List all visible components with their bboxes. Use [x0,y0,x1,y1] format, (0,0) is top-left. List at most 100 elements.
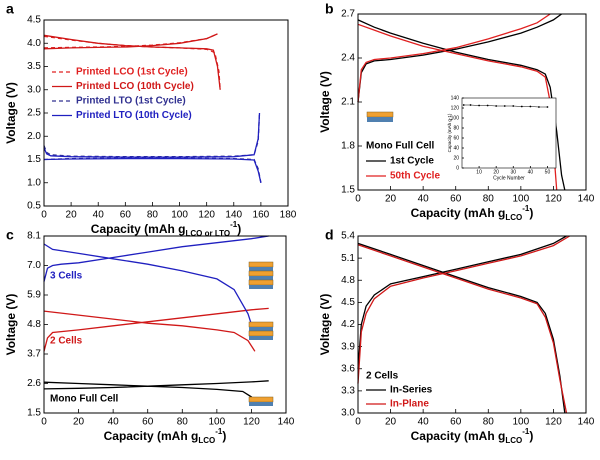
series-line [43,307,269,352]
y-tick-label: 2.6 [27,378,41,389]
x-tick-label: 60 [450,194,462,205]
x-tick-label: 100 [513,417,530,428]
x-tick-label: 140 [578,417,595,428]
x-tick-label: 10 [476,169,482,175]
point [520,105,523,108]
y-tick-label: 3.6 [341,363,355,374]
legend-label: In-Series [390,385,433,396]
x-tick-label: 100 [209,417,226,428]
y-tick-label: 2.5 [27,108,41,119]
battery-icons [248,111,394,406]
legend-label: 50th Cycle [390,171,440,182]
x-tick-label: 80 [483,417,495,428]
y-tick-label: 0 [456,165,459,171]
x-axis-label-part: LCO or LTO [185,229,230,238]
x-axis-label-part: Capacity (mAh g [104,429,199,443]
series-label: 2 Cells [50,336,83,347]
plot-frame [357,235,587,414]
x-axis-label: Capacity (mAh gLCO-1) [104,427,227,445]
y-tick-label: 5.4 [341,231,355,242]
point [495,105,498,107]
x-tick-label: 0 [355,194,361,205]
series-line [43,235,269,336]
x-tick-label: 20 [73,417,85,428]
y-tick-label: 0.5 [27,201,41,212]
series-line [43,112,262,183]
plot-frame [43,19,289,207]
x-tick-label: 20 [385,194,397,205]
point [546,106,549,108]
x-tick-label: 100 [171,210,188,221]
y-tick-label: 3.0 [341,408,355,419]
x-axis-label-part: ) [237,222,241,236]
y-tick-label: 8.1 [27,231,41,242]
x-tick-label: 80 [483,194,495,205]
y-tick-label: 4.2 [341,319,355,330]
y-tick-label: 1.5 [27,408,41,419]
y-tick-label: 4.8 [341,275,355,286]
legend-label: 1st Cycle [390,156,434,167]
x-tick-label: 60 [120,210,132,221]
point [512,105,515,107]
legend-label: In-Plane [390,399,429,410]
x-tick-label: 40 [93,210,105,221]
x-tick-label: 30 [510,169,516,175]
x-tick-label: 20 [66,210,78,221]
x-axis-label-part: Capacity (mAh g [411,206,506,220]
panel-letter: a [6,1,14,17]
x-axis-label-part: LCO [505,436,522,445]
x-axis-label-part: ) [529,429,533,443]
x-tick-label: 120 [243,417,260,428]
x-axis-label: Capacity (mAh gLCO-1) [411,427,534,445]
x-axis-label-part: Capacity (mAh g [411,429,506,443]
x-axis-label-part: LCO [198,436,215,445]
legend-label: Printed LCO (10th Cycle) [76,81,194,92]
y-axis-label: Capacity (mAh g-1) [447,113,452,152]
point [478,104,480,107]
panel-letter: c [6,227,14,243]
x-tick-label: 0 [355,417,361,428]
x-tick-label: 100 [513,194,530,205]
y-tick-label: 80 [453,125,459,131]
x-axis-label: Capacity (mAh gLCO-1) [411,204,534,222]
panel-letter: b [325,1,334,17]
y-tick-label: 4.5 [341,297,355,308]
x-tick-label: 40 [418,194,430,205]
plot-frame [357,13,587,191]
y-tick-label: 3.3 [341,386,355,397]
x-tick-label: 120 [198,210,215,221]
x-axis-label-part: -1 [522,427,530,436]
x-tick-label: 80 [177,417,189,428]
annotation: Mono Full Cell [366,141,435,152]
y-axis-label: Voltage (V) [4,294,18,356]
y-tick-label: 5.1 [341,253,355,264]
x-axis-label-part: -1 [230,220,238,229]
y-tick-label: 3.5 [27,61,41,72]
y-tick-label: 3.7 [27,349,41,360]
plot-frame [43,235,287,414]
point [503,105,506,107]
x-tick-label: 160 [253,210,270,221]
inset-background [462,98,556,168]
y-tick-label: 1.5 [27,154,41,165]
y-tick-label: 1.8 [341,141,355,152]
x-tick-label: 80 [147,210,159,221]
y-tick-label: 40 [453,145,459,151]
x-tick-label: 120 [545,417,562,428]
y-tick-label: 4.5 [27,15,41,26]
x-tick-label: 60 [450,417,462,428]
x-axis-label-part: ) [222,429,226,443]
legend-label: Printed LTO (1st Cycle) [76,96,186,107]
series-line [43,112,262,183]
x-tick-label: 40 [528,169,534,175]
x-tick-label: 140 [278,417,295,428]
y-axis-label: Voltage (V) [318,294,332,356]
x-tick-label: 20 [493,169,499,175]
y-tick-label: 2.0 [27,131,41,142]
point [529,105,532,108]
x-tick-label: 140 [225,210,242,221]
y-tick-label: 3.0 [27,84,41,95]
y-tick-label: 4.8 [27,319,41,330]
point [538,106,540,108]
y-tick-label: 3.9 [341,341,355,352]
